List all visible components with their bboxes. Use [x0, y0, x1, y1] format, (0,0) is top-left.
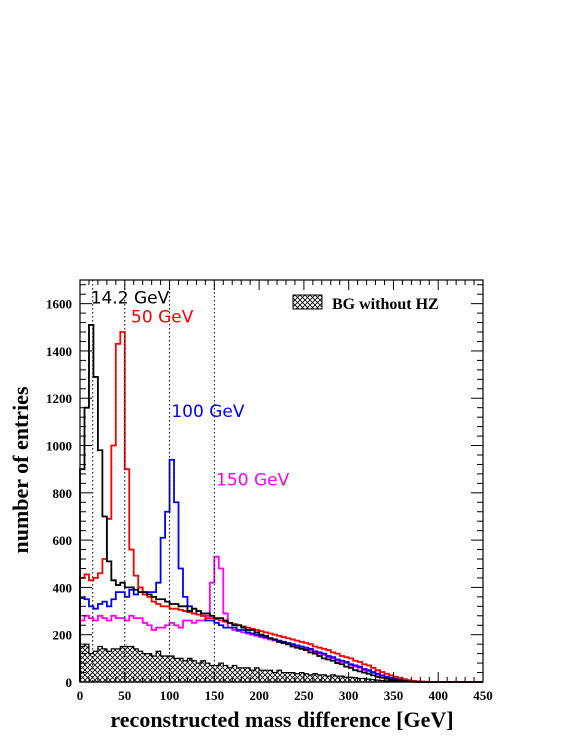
axes: 0 50 100 150 200 250 300 350 400 450 0 200 400 600 800…: [46, 280, 493, 703]
y-tick-label: 1400: [46, 344, 72, 359]
x-tick-label: 400: [428, 688, 448, 703]
x-tick-label: 100: [160, 688, 180, 703]
x-tick-label: 450: [473, 688, 493, 703]
histogram-series-2: [79, 458, 483, 683]
histogram-series-0: [79, 324, 483, 683]
histogram-series-1: [79, 331, 483, 683]
x-tick-label: 350: [384, 688, 404, 703]
legend: BG without HZ: [292, 294, 439, 313]
x-tick-label: 200: [249, 688, 269, 703]
histogram-layer: [79, 324, 483, 683]
peak-annotation: 50 GeV: [131, 308, 194, 328]
peak-annotation: 14.2 GeV: [91, 289, 170, 309]
x-tick-label: 50: [118, 688, 131, 703]
peak-annotation: 100 GeV: [171, 402, 244, 422]
y-axis-title: number of entries: [8, 386, 33, 553]
legend-swatch-hatched: [292, 294, 323, 310]
x-tick-label: 150: [205, 688, 225, 703]
y-tick-label: 200: [53, 628, 73, 643]
y-tick-label: 600: [53, 533, 73, 548]
y-tick-label: 1200: [46, 391, 72, 406]
x-tick-label: 0: [77, 688, 84, 703]
y-tick-label: 800: [53, 486, 73, 501]
legend-label: BG without HZ: [332, 296, 439, 313]
y-tick-label: 400: [53, 580, 73, 595]
reference-lines: [92, 280, 215, 682]
histogram-background: [79, 643, 483, 683]
x-tick-label: 250: [294, 688, 314, 703]
x-axis-title: reconstructed mass difference [GeV]: [110, 707, 453, 732]
x-tick-label: 300: [339, 688, 359, 703]
y-tick-label: 0: [66, 675, 73, 690]
peak-annotation: 150 GeV: [216, 471, 289, 491]
y-tick-label: 1600: [46, 297, 72, 312]
y-tick-label: 1000: [46, 439, 72, 454]
